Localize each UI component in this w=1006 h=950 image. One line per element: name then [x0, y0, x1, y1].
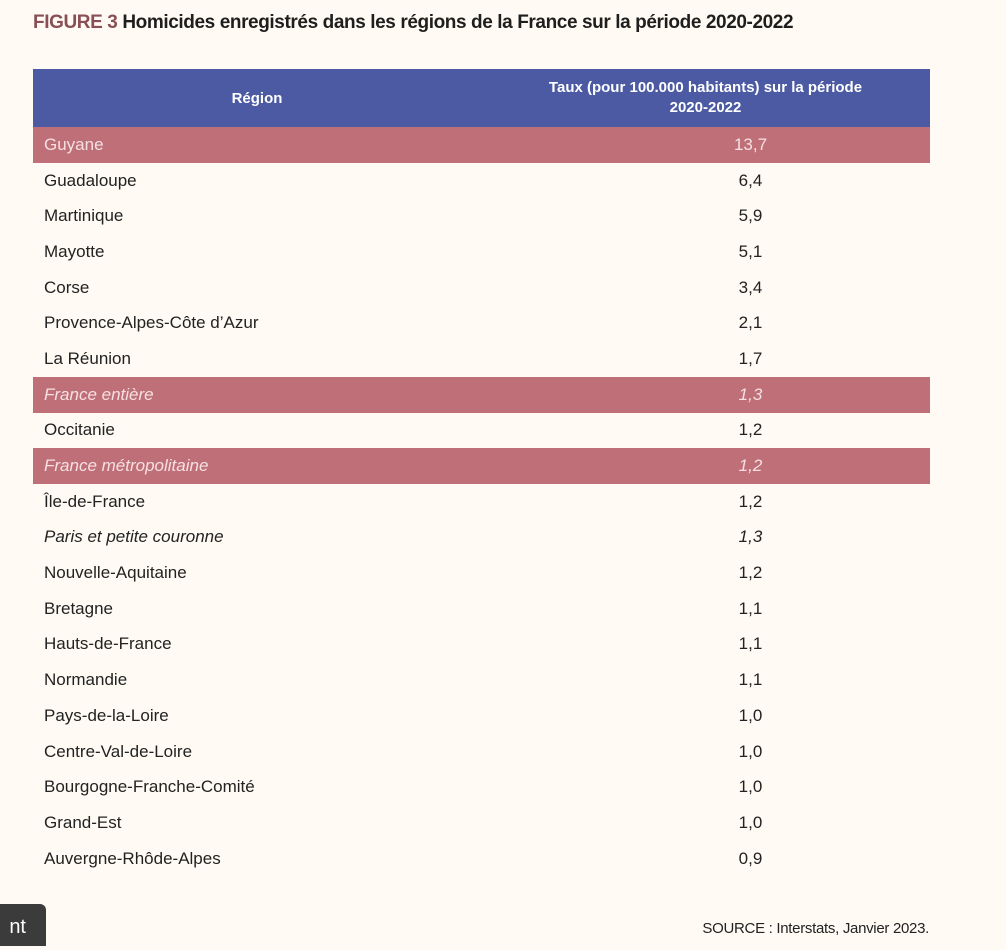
- region-cell: Normandie: [44, 670, 128, 690]
- region-cell: Centre-Val-de-Loire: [44, 741, 193, 761]
- figure-title: FIGURE 3 Homicides enregistrés dans les …: [33, 12, 794, 34]
- rate-cell: 5,9: [738, 206, 763, 226]
- table-row: Pays-de-la-Loire 1,0: [33, 698, 930, 734]
- table-row: Normandie 1,1: [33, 662, 930, 698]
- region-cell: Occitanie: [44, 420, 115, 440]
- region-cell: Nouvelle-Aquitaine: [44, 563, 187, 583]
- header-rate: Taux (pour 100.000 habitants) sur la pér…: [481, 69, 930, 127]
- rate-cell: 1,7: [738, 348, 763, 368]
- rate-cell: 1,2: [738, 491, 763, 511]
- source-note: SOURCE : Interstats, Janvier 2023.: [702, 920, 929, 937]
- table-row: Hauts-de-France 1,1: [33, 627, 930, 663]
- table-row: Bretagne 1,1: [33, 591, 930, 627]
- table-row: Île-de-France 1,2: [33, 484, 930, 520]
- homicide-table: Région Taux (pour 100.000 habitants) sur…: [33, 69, 930, 876]
- region-cell: Hauts-de-France: [44, 634, 172, 654]
- header-region: Région: [33, 69, 481, 127]
- rate-cell: 5,1: [738, 241, 763, 261]
- table-row: Grand-Est 1,0: [33, 805, 930, 841]
- rate-cell: 0,9: [738, 848, 763, 868]
- table-row: Martinique 5,9: [33, 198, 930, 234]
- overlay-button[interactable]: nt: [0, 904, 46, 946]
- rate-cell: 1,0: [738, 741, 763, 761]
- table-row: Mayotte 5,1: [33, 234, 930, 270]
- table-row: Centre-Val-de-Loire 1,0: [33, 734, 930, 770]
- rate-cell: 1,1: [738, 598, 763, 618]
- region-cell: Paris et petite couronne: [44, 527, 224, 547]
- region-cell: France entière: [33, 376, 481, 413]
- rate-cell: 1,2: [738, 563, 763, 583]
- header-rate-line1: Taux (pour 100.000 habitants) sur la pér…: [548, 79, 863, 96]
- table-row: La Réunion 1,7: [33, 341, 930, 377]
- rate-cell: 1,0: [738, 812, 763, 832]
- rate-cell: 1,3: [738, 527, 763, 547]
- region-cell: Île-de-France: [44, 491, 146, 511]
- figure-label: FIGURE 3: [33, 12, 118, 33]
- region-cell: Guadaloupe: [44, 170, 137, 190]
- region-cell: Bretagne: [44, 598, 113, 618]
- region-cell: France métropolitaine: [33, 448, 481, 484]
- rate-cell: 13,7: [481, 127, 930, 163]
- table-row: Provence-Alpes-Côte d’Azur 2,1: [33, 305, 930, 341]
- table-header-row: Région Taux (pour 100.000 habitants) sur…: [33, 69, 930, 127]
- region-cell: Bourgogne-Franche-Comité: [44, 777, 255, 797]
- region-cell: Guyane: [33, 127, 481, 163]
- rate-cell: 1,2: [481, 448, 930, 484]
- rate-cell: 1,3: [481, 376, 930, 413]
- table-row: Guadaloupe 6,4: [33, 163, 930, 199]
- rate-cell: 6,4: [738, 170, 763, 190]
- region-cell: Martinique: [44, 206, 124, 226]
- header-rate-line2: 2020-2022: [669, 99, 742, 116]
- region-cell: Auvergne-Rhôde-Alpes: [44, 848, 221, 868]
- table-row: France métropolitaine 1,2: [33, 448, 930, 484]
- rate-cell: 3,4: [738, 277, 763, 297]
- region-cell: La Réunion: [44, 348, 131, 368]
- table-row: Occitanie 1,2: [33, 413, 930, 449]
- table-row: Corse 3,4: [33, 270, 930, 306]
- rate-cell: 1,1: [738, 670, 763, 690]
- region-cell: Mayotte: [44, 241, 105, 261]
- table-row: Paris et petite couronne 1,3: [33, 520, 930, 556]
- region-cell: Corse: [44, 277, 90, 297]
- region-cell: Pays-de-la-Loire: [44, 705, 169, 725]
- rate-cell: 1,1: [738, 634, 763, 654]
- region-cell: Grand-Est: [44, 812, 122, 832]
- table-row: Auvergne-Rhôde-Alpes 0,9: [33, 841, 930, 877]
- table-row: Guyane 13,7: [33, 127, 930, 163]
- region-cell: Provence-Alpes-Côte d’Azur: [44, 313, 259, 333]
- table-row: Nouvelle-Aquitaine 1,2: [33, 555, 930, 591]
- figure-title-text: Homicides enregistrés dans les régions d…: [122, 12, 794, 33]
- rate-cell: 1,0: [738, 705, 763, 725]
- rate-cell: 1,2: [738, 420, 763, 440]
- table-row: Bourgogne-Franche-Comité 1,0: [33, 769, 930, 805]
- table-row: France entière 1,3: [33, 376, 930, 413]
- rate-cell: 1,0: [738, 777, 763, 797]
- rate-cell: 2,1: [738, 313, 763, 333]
